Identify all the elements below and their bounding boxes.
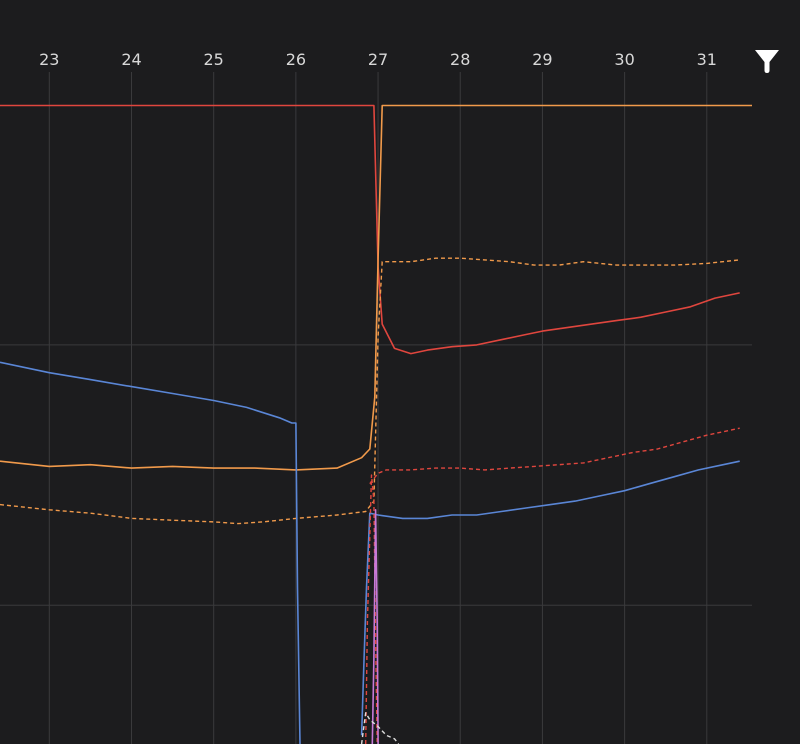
series-line-orange-dashed <box>0 257 740 525</box>
x-tick-label: 31 <box>697 50 717 69</box>
filter-icon <box>755 50 779 73</box>
x-tick-label: 30 <box>614 50 634 69</box>
grid-lines <box>0 72 752 744</box>
x-tick-label: 29 <box>532 50 552 69</box>
x-tick-label: 27 <box>368 50 388 69</box>
series-line-blue-solid <box>0 361 301 744</box>
series-lines <box>0 104 752 744</box>
x-tick-label: 23 <box>39 50 59 69</box>
series-line-pink-solid <box>371 508 379 744</box>
series-line-red-dashed <box>369 427 740 485</box>
x-tick-label: 24 <box>121 50 141 69</box>
series-line-white-dashed <box>360 712 400 744</box>
filter-button[interactable] <box>752 46 782 78</box>
x-tick-label: 25 <box>204 50 224 69</box>
series-line-red-dashed <box>365 474 378 744</box>
series-line-red-solid <box>0 104 740 355</box>
x-tick-label: 28 <box>450 50 470 69</box>
x-tick-label: 26 <box>286 50 306 69</box>
x-axis-tick-labels: 23 24 25 26 27 28 29 30 31 <box>39 50 717 69</box>
series-line-blue-solid <box>360 460 740 736</box>
